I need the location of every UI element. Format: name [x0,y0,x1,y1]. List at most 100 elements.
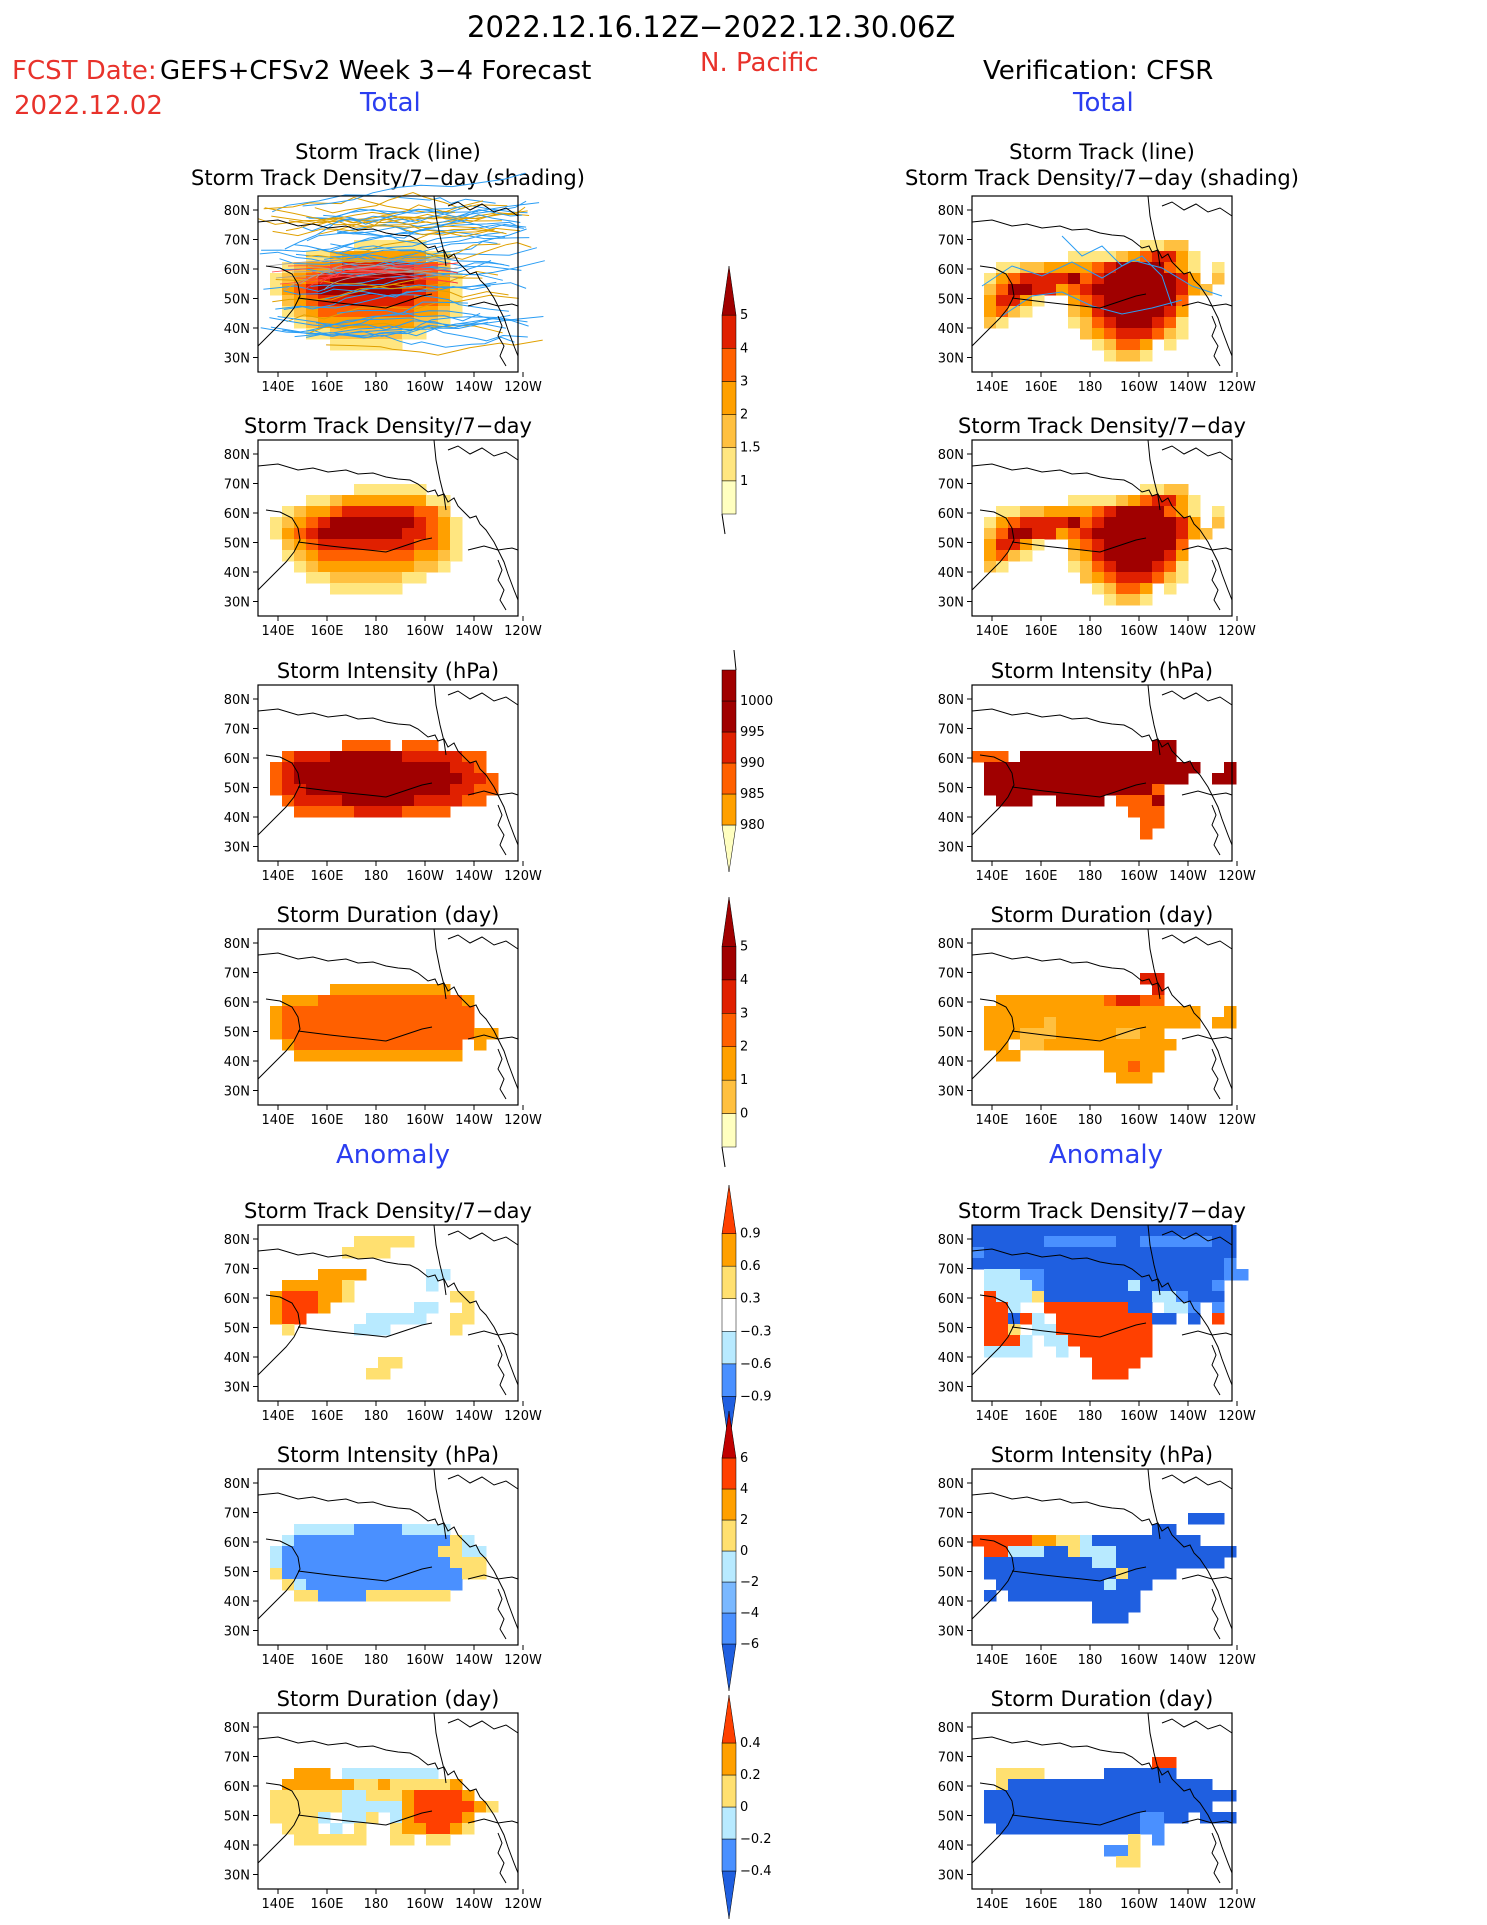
lat-tick-label: 30N [224,1625,250,1640]
lat-tick-label: 60N [938,263,964,278]
panel-label: Storm Intensity (hPa) [990,659,1214,683]
lat-tick-label: 40N [224,566,250,581]
anomaly-label-right: Anomaly [1049,1140,1164,1170]
lon-tick-label: 160E [1024,1653,1057,1668]
colorbar-label: 990 [740,756,765,771]
lon-tick-label: 160E [1024,624,1057,639]
lon-tick-label: 160W [406,1113,444,1128]
lat-tick-label: 40N [938,322,964,337]
lon-tick-label: 180 [364,380,389,395]
lat-tick-label: 60N [224,1292,250,1307]
lon-tick-label: 140W [455,1113,493,1128]
lat-tick-label: 70N [938,967,964,982]
fcst-track-line-map: 80N 70N 60N 50N 40N 30N 140E 160E 180 160W 140W 120… [224,172,545,395]
lat-tick-label: 50N [938,1026,964,1041]
lat-tick-label: 80N [224,693,250,708]
lat-tick-label: 70N [938,723,964,738]
lat-tick-label: 40N [938,1351,964,1366]
lon-tick-label: 180 [1078,1113,1103,1128]
lon-tick-label: 180 [1078,1897,1103,1912]
lon-tick-label: 140W [1169,1409,1207,1424]
lon-tick-label: 160E [1024,380,1057,395]
obs-duration-map: 80N 70N 60N 50N 40N 30N 140E 160E 180 160W 140W 120… [938,928,1256,1128]
lon-tick-label: 160W [406,1653,444,1668]
lat-tick-label: 30N [938,1625,964,1640]
panel-label: Storm Track (line) [295,140,481,164]
colorbar-label: 0.3 [740,1292,761,1307]
lon-tick-label: 140E [975,869,1008,884]
lon-tick-label: 160W [1120,1653,1158,1668]
lat-tick-label: 50N [938,293,964,308]
panel-label: Storm Duration (day) [276,1687,500,1711]
obs-density-anomaly-map: 80N 70N 60N 50N 40N 30N 140E 160E 180 160W 140W 120… [938,1224,1256,1424]
lat-tick-label: 30N [938,1869,964,1884]
lon-tick-label: 140W [1169,380,1207,395]
lon-tick-label: 120W [1218,1409,1256,1424]
lon-tick-label: 120W [504,624,542,639]
colorbar-label: 2 [740,1513,748,1528]
lat-tick-label: 50N [224,1810,250,1825]
lon-tick-label: 120W [504,1653,542,1668]
verification-label: Verification: CFSR [983,56,1214,86]
colorbar-label: −0.2 [740,1832,772,1847]
lon-tick-label: 160E [310,1113,343,1128]
panel-label: Storm Track Density/7−day (shading) [905,166,1299,190]
colorbar-label: −0.6 [740,1357,772,1372]
lat-tick-label: 70N [938,234,964,249]
colorbar-label: −0.3 [740,1324,772,1339]
lat-tick-label: 30N [224,352,250,367]
lon-tick-label: 120W [504,1113,542,1128]
colorbar-label: −4 [740,1606,759,1621]
colorbar-label: 0.4 [740,1736,761,1751]
colorbar-label: 980 [740,818,765,833]
lat-tick-label: 40N [224,1839,250,1854]
lat-tick-label: 80N [938,204,964,219]
panel-label: Storm Intensity (hPa) [276,1443,500,1467]
colorbar-label: 4 [740,341,748,356]
lon-tick-label: 140E [261,869,294,884]
lon-tick-label: 140E [261,1409,294,1424]
colorbar-label: −2 [740,1575,759,1590]
lon-tick-label: 180 [364,1409,389,1424]
lat-tick-label: 60N [224,1536,250,1551]
lon-tick-label: 140E [261,1897,294,1912]
lon-tick-label: 160W [406,1409,444,1424]
lat-tick-label: 80N [224,1477,250,1492]
lat-tick-label: 80N [938,693,964,708]
lat-tick-label: 80N [938,448,964,463]
lat-tick-label: 40N [938,566,964,581]
lat-tick-label: 80N [224,204,250,219]
lon-tick-label: 140W [455,380,493,395]
colorbar-intensity-total: 1000 995 990 985 980 [721,649,792,876]
lat-tick-label: 50N [938,1566,964,1581]
region-label: N. Pacific [700,48,819,78]
lon-tick-label: 140E [975,1113,1008,1128]
panel-label: Storm Duration (day) [990,903,1214,927]
colorbar-label: 0 [740,1544,748,1559]
colorbar-intensity-anomaly: 6 4 2 0 −2 −4 −6 [721,1407,792,1695]
lon-tick-label: 180 [364,1653,389,1668]
colorbar-label: 1000 [740,694,773,709]
lat-tick-label: 30N [938,841,964,856]
panel-label: Storm Track Density/7−day [958,414,1246,438]
colorbar-label: 0 [740,1107,748,1122]
lon-tick-label: 140E [261,1113,294,1128]
colorbar-label: 4 [740,1482,748,1497]
lon-tick-label: 160E [310,380,343,395]
lon-tick-label: 140E [975,1409,1008,1424]
lat-tick-label: 60N [224,996,250,1011]
lon-tick-label: 160W [1120,1409,1158,1424]
colorbar-label: −0.9 [740,1389,772,1404]
fcst-intensity-map: 80N 70N 60N 50N 40N 30N 140E 160E 180 160W 140W 120… [224,684,542,884]
lat-tick-label: 80N [224,1233,250,1248]
lon-tick-label: 180 [364,1897,389,1912]
panel-label: Storm Track Density/7−day [244,414,532,438]
panel-label: Storm Duration (day) [276,903,500,927]
lon-tick-label: 160E [310,869,343,884]
anomaly-label-left: Anomaly [336,1140,451,1170]
fcst-duration-anomaly-map: 80N 70N 60N 50N 40N 30N 140E 160E 180 160W 140W 120… [224,1712,542,1912]
panel-label: Storm Track Density/7−day [958,1199,1246,1223]
lon-tick-label: 160W [1120,1113,1158,1128]
colorbar-label: 995 [740,725,765,740]
lon-tick-label: 140W [455,869,493,884]
